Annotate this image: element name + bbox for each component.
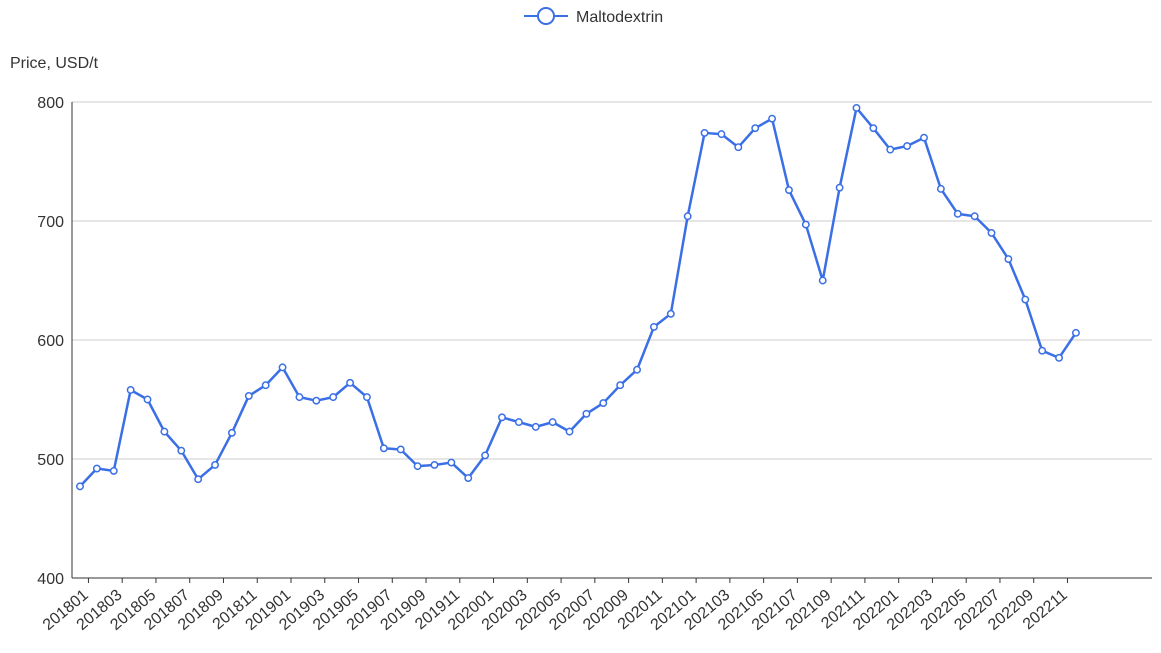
- data-point[interactable]: [227, 428, 236, 437]
- data-point[interactable]: [261, 381, 270, 390]
- data-point[interactable]: [379, 444, 388, 453]
- data-point[interactable]: [717, 130, 726, 139]
- data-point[interactable]: [649, 322, 658, 331]
- data-point[interactable]: [143, 395, 152, 404]
- data-point[interactable]: [903, 142, 912, 150]
- legend-label-maltodextrin: Maltodextrin: [576, 9, 663, 26]
- y-tick-label: 800: [37, 95, 64, 112]
- data-point[interactable]: [616, 381, 625, 390]
- data-point[interactable]: [177, 446, 186, 455]
- series-group: [76, 104, 1080, 491]
- data-point[interactable]: [633, 365, 641, 374]
- data-point[interactable]: [869, 124, 878, 133]
- axes: [71, 102, 1152, 579]
- data-point[interactable]: [700, 128, 709, 137]
- data-point[interactable]: [194, 475, 203, 484]
- data-point[interactable]: [886, 145, 895, 154]
- data-point[interactable]: [835, 183, 844, 192]
- series-line-maltodextrin: [79, 106, 1077, 488]
- data-point[interactable]: [481, 451, 490, 460]
- data-point[interactable]: [582, 409, 591, 418]
- legend[interactable]: Maltodextrin: [524, 7, 663, 26]
- data-point[interactable]: [1055, 353, 1063, 362]
- y-axis-ticks: 400 500 600 700 800: [37, 95, 64, 588]
- gridlines: [72, 101, 1152, 460]
- data-point[interactable]: [92, 464, 101, 473]
- data-point[interactable]: [818, 276, 827, 285]
- data-point[interactable]: [447, 458, 456, 467]
- y-tick-label: 400: [37, 571, 64, 588]
- legend-marker-icon: [537, 7, 555, 25]
- y-tick-label: 700: [37, 214, 64, 231]
- data-point[interactable]: [936, 184, 945, 193]
- data-point[interactable]: [1004, 255, 1013, 264]
- data-point[interactable]: [430, 461, 439, 469]
- data-point[interactable]: [396, 445, 405, 454]
- data-point[interactable]: [531, 422, 540, 431]
- data-point[interactable]: [160, 427, 169, 436]
- data-point[interactable]: [953, 209, 962, 218]
- data-point[interactable]: [852, 104, 861, 112]
- data-point[interactable]: [514, 418, 523, 427]
- data-point[interactable]: [346, 378, 355, 387]
- y-tick-label: 500: [37, 452, 64, 469]
- data-point[interactable]: [211, 461, 219, 469]
- data-point[interactable]: [413, 462, 422, 471]
- y-tick-label: 600: [37, 333, 64, 350]
- data-point[interactable]: [126, 386, 135, 394]
- data-point[interactable]: [548, 418, 557, 427]
- y-axis-label: Price, USD/t: [10, 55, 99, 72]
- data-point[interactable]: [363, 393, 371, 402]
- data-point[interactable]: [1021, 295, 1030, 304]
- data-point[interactable]: [244, 391, 253, 400]
- data-point[interactable]: [970, 212, 979, 221]
- data-point[interactable]: [498, 413, 506, 422]
- data-point[interactable]: [751, 124, 760, 133]
- data-point[interactable]: [801, 220, 810, 229]
- data-point[interactable]: [565, 427, 574, 436]
- data-point[interactable]: [920, 133, 928, 142]
- data-point[interactable]: [109, 466, 118, 475]
- data-point[interactable]: [329, 393, 338, 402]
- x-axis-ticks: 2018012018032018052018072018092018112019…: [40, 578, 1071, 634]
- data-point[interactable]: [599, 399, 608, 408]
- data-point[interactable]: [1071, 328, 1080, 337]
- data-point[interactable]: [278, 363, 287, 372]
- data-point[interactable]: [312, 396, 321, 405]
- data-point[interactable]: [785, 186, 793, 195]
- data-point[interactable]: [734, 143, 743, 152]
- data-point[interactable]: [987, 228, 996, 237]
- data-point[interactable]: [76, 482, 84, 491]
- data-point[interactable]: [295, 393, 304, 402]
- data-point[interactable]: [464, 474, 473, 482]
- data-point[interactable]: [1038, 346, 1047, 355]
- data-point[interactable]: [683, 212, 692, 221]
- data-point[interactable]: [768, 114, 777, 123]
- data-point[interactable]: [666, 309, 675, 318]
